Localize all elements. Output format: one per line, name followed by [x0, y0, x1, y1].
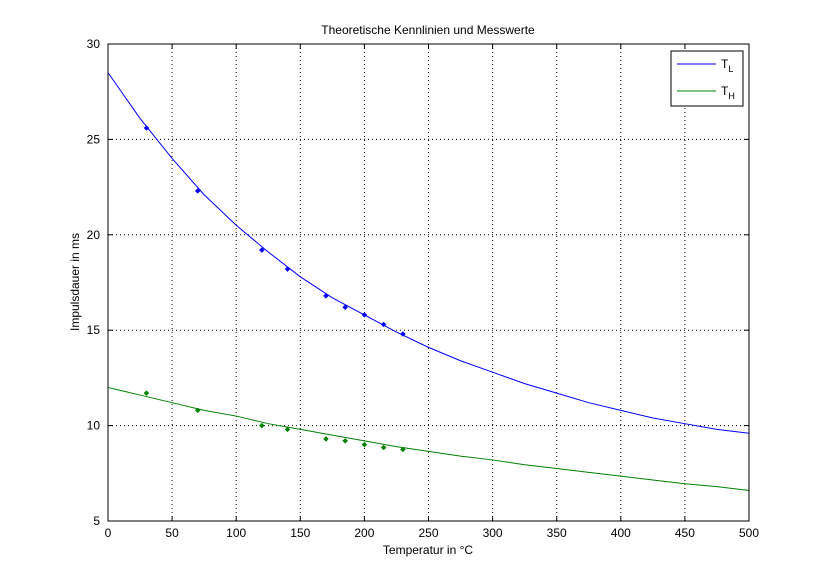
legend-label-th-main: T [721, 84, 729, 98]
legend-label-tl-main: T [721, 57, 729, 71]
data-point [323, 436, 329, 442]
data-point [323, 293, 329, 299]
y-tick-label: 10 [87, 419, 101, 433]
legend-label-th-sub: H [728, 91, 735, 101]
x-tick-label: 150 [290, 526, 310, 540]
y-tick-label: 5 [93, 514, 100, 528]
legend-box [670, 50, 744, 107]
x-tick-label: 50 [165, 526, 179, 540]
x-tick-label: 250 [418, 526, 438, 540]
data-point [143, 390, 150, 397]
legend-label-th: TH [721, 84, 735, 101]
x-tick-label: 450 [675, 526, 695, 540]
data-point [361, 312, 368, 318]
x-tick-label: 400 [611, 526, 631, 540]
y-tick-label: 15 [87, 323, 101, 337]
legend: TL TH [670, 50, 744, 107]
series-line-tl [107, 72, 750, 434]
x-axis-ticks: 0 50 100 150 200 250 300 350 400 450 500 [105, 44, 759, 540]
y-axis-label: Impulsdauer in ms [68, 233, 82, 331]
legend-label-tl-sub: L [728, 64, 733, 74]
data-point [380, 321, 387, 328]
data-point [342, 304, 349, 311]
x-tick-label: 100 [226, 526, 246, 540]
x-tick-label: 0 [105, 526, 112, 540]
grid-lines [108, 44, 749, 521]
data-point [400, 331, 406, 337]
y-tick-label: 30 [87, 37, 101, 51]
y-tick-label: 25 [87, 132, 101, 146]
x-tick-label: 300 [483, 526, 503, 540]
data-point [194, 407, 201, 414]
data-point [284, 426, 291, 433]
chart-title: Theoretische Kennlinien und Messwerte [321, 23, 535, 37]
legend-label-tl: TL [721, 57, 733, 74]
x-axis-label: Temperatur in °C [383, 543, 473, 557]
series-line-th [107, 386, 750, 491]
x-tick-label: 350 [547, 526, 567, 540]
data-point [284, 266, 291, 272]
y-tick-label: 20 [87, 228, 101, 242]
data-point [361, 441, 368, 448]
data-point [400, 446, 406, 453]
data-point [342, 438, 349, 444]
x-tick-label: 200 [354, 526, 374, 540]
data-point [143, 125, 150, 131]
data-point [380, 444, 387, 451]
data-point [194, 188, 201, 194]
series-curves [107, 72, 750, 491]
data-point [258, 422, 265, 429]
x-tick-label: 500 [739, 526, 759, 540]
measured-points [143, 125, 406, 453]
data-point [258, 247, 265, 253]
plot-frame [107, 43, 750, 522]
y-axis-ticks: 5 10 15 20 25 30 [87, 37, 749, 528]
